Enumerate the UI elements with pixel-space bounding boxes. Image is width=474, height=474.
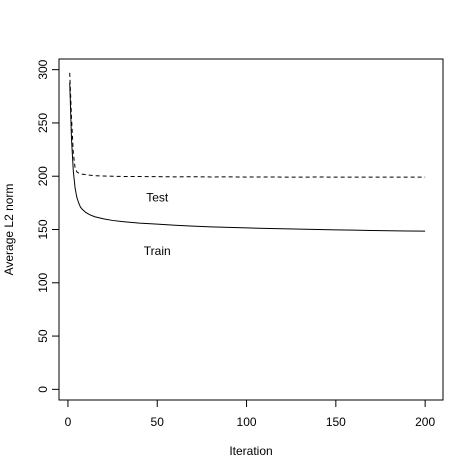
x-axis: 0 50 100 150 200 — [65, 399, 435, 429]
series-layer — [69, 72, 426, 232]
series-annotation: Test — [146, 191, 169, 205]
y-tick-label: 150 — [36, 219, 50, 239]
annotation-layer: Test Train — [144, 191, 171, 258]
y-tick-label: 50 — [36, 329, 50, 343]
plot-frame — [58, 58, 444, 401]
x-tick-label: 0 — [65, 415, 72, 429]
y-tick-label: 100 — [36, 272, 50, 292]
x-tick-label: 200 — [415, 415, 435, 429]
x-tick-label: 150 — [326, 415, 346, 429]
series-annotation: Train — [144, 244, 171, 258]
y-tick-label: 0 — [36, 386, 50, 393]
y-axis-title: Average L2 norm — [2, 184, 16, 276]
dashed-series-line — [69, 72, 426, 178]
y-tick-label: 200 — [36, 166, 50, 186]
y-tick-label: 250 — [36, 113, 50, 133]
x-tick-label: 100 — [237, 415, 257, 429]
y-tick-label: 300 — [36, 59, 50, 79]
x-axis-title: Iteration — [229, 444, 272, 458]
x-tick-label: 50 — [151, 415, 165, 429]
y-axis: 0 50 100 150 200 250 300 — [36, 59, 60, 393]
solid-series-line — [69, 82, 426, 232]
